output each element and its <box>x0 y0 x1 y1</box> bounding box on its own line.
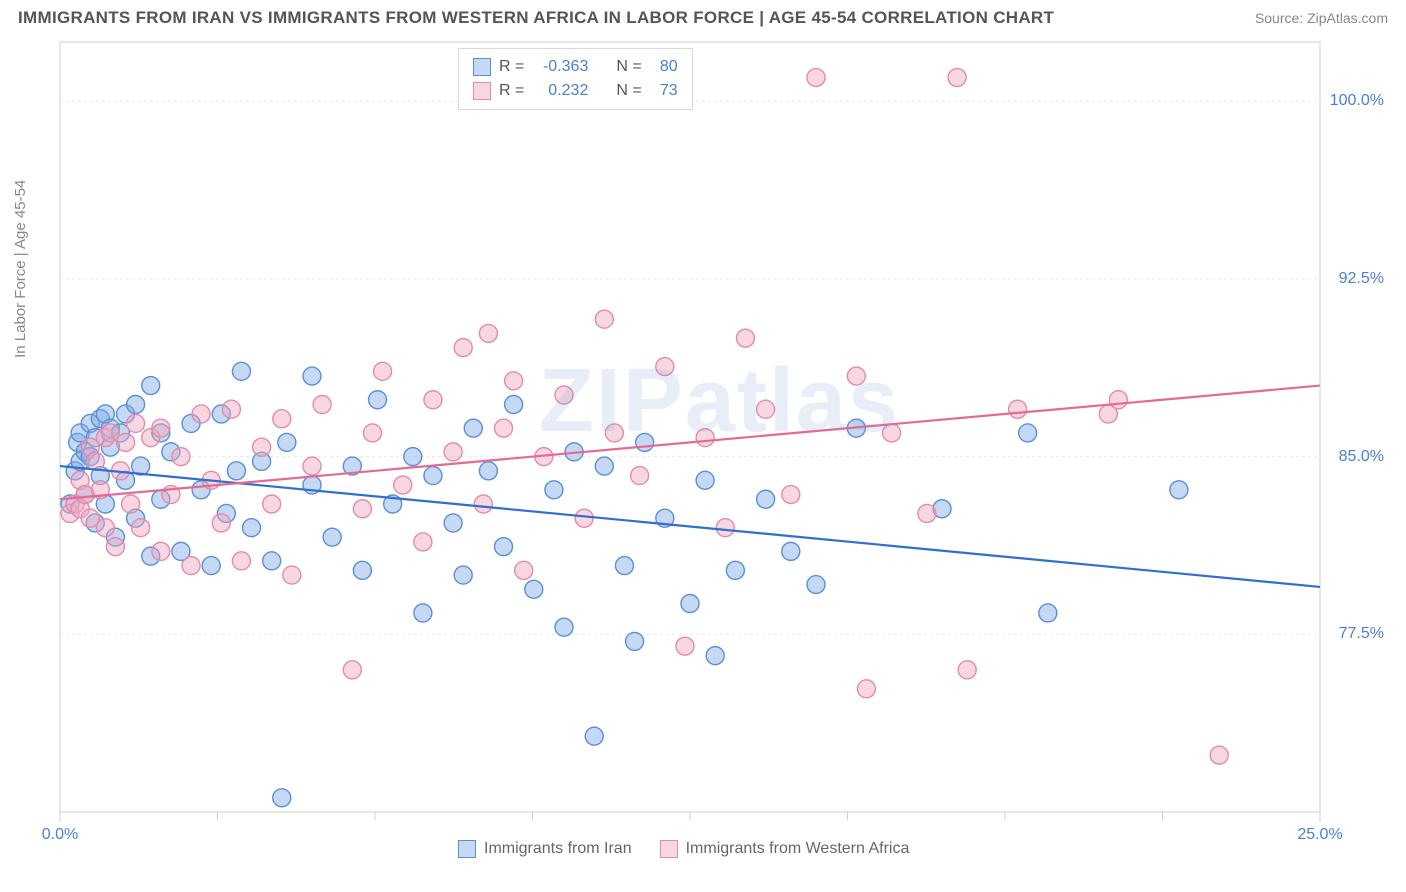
swatch-icon <box>458 840 476 858</box>
legend-item-wafrica: Immigrants from Western Africa <box>660 840 910 858</box>
chart-title: IMMIGRANTS FROM IRAN VS IMMIGRANTS FROM … <box>18 8 1054 28</box>
chart-container: In Labor Force | Age 45-54 ZIPatlas R =-… <box>18 32 1388 862</box>
legend-label: Immigrants from Iran <box>484 840 632 858</box>
x-tick-label: 0.0% <box>42 826 78 844</box>
swatch-icon <box>473 82 491 100</box>
legend-label: Immigrants from Western Africa <box>686 840 910 858</box>
r-label: R = <box>499 55 524 79</box>
y-tick-label: 92.5% <box>1339 270 1384 288</box>
n-label: N = <box>616 79 641 103</box>
r-value: -0.363 <box>532 55 588 79</box>
scatter-chart <box>18 32 1388 862</box>
n-value: 80 <box>650 55 678 79</box>
correlation-stats-box: R = -0.363 N = 80 R = 0.232 N = 73 <box>458 48 693 110</box>
r-label: R = <box>499 79 524 103</box>
y-tick-label: 100.0% <box>1330 92 1384 110</box>
n-label: N = <box>616 55 641 79</box>
y-tick-label: 85.0% <box>1339 448 1384 466</box>
r-value: 0.232 <box>532 79 588 103</box>
y-axis-label: In Labor Force | Age 45-54 <box>12 180 29 358</box>
y-tick-label: 77.5% <box>1339 625 1384 643</box>
stats-row-iran: R = -0.363 N = 80 <box>473 55 678 79</box>
legend-item-iran: Immigrants from Iran <box>458 840 632 858</box>
stats-row-wafrica: R = 0.232 N = 73 <box>473 79 678 103</box>
swatch-icon <box>473 58 491 76</box>
legend: Immigrants from Iran Immigrants from West… <box>458 840 909 858</box>
source-attribution: Source: ZipAtlas.com <box>1255 10 1388 26</box>
swatch-icon <box>660 840 678 858</box>
n-value: 73 <box>650 79 678 103</box>
x-tick-label: 25.0% <box>1297 826 1342 844</box>
